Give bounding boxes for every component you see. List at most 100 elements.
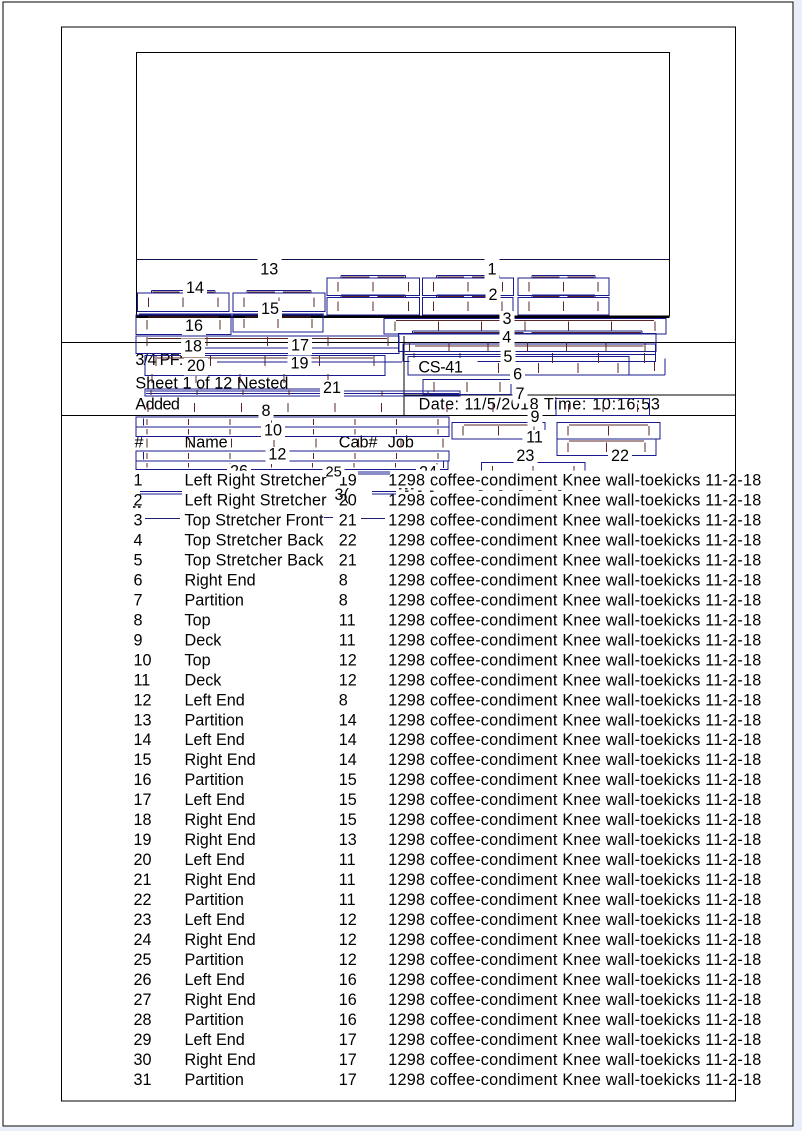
svg-text:20: 20 — [339, 492, 357, 510]
svg-text:17: 17 — [134, 791, 152, 809]
svg-text:Left End: Left End — [185, 791, 245, 809]
svg-text:1298 coffee-condiment Knee wal: 1298 coffee-condiment Knee wall-toekicks… — [388, 951, 761, 969]
svg-text:Top Stretcher Front: Top Stretcher Front — [185, 512, 325, 530]
svg-text:26: 26 — [230, 462, 248, 480]
svg-text:Right End: Right End — [185, 871, 256, 889]
svg-text:Date: 11/5/2018: Date: 11/5/2018 — [419, 395, 539, 413]
svg-text:1298 coffee-condiment Knee wal: 1298 coffee-condiment Knee wall-toekicks… — [388, 871, 761, 889]
svg-text:22: 22 — [134, 891, 152, 909]
svg-text:12: 12 — [339, 911, 357, 929]
svg-text:18: 18 — [134, 811, 152, 829]
svg-text:Deck: Deck — [185, 671, 223, 689]
svg-text:Left End: Left End — [185, 691, 245, 709]
svg-text:3: 3 — [502, 310, 511, 328]
svg-text:Top: Top — [185, 651, 211, 669]
svg-text:11: 11 — [339, 611, 356, 629]
svg-text:1298 coffee-condiment Knee wal: 1298 coffee-condiment Knee wall-toekicks… — [388, 531, 761, 549]
svg-text:27: 27 — [134, 991, 152, 1009]
svg-text:Partition: Partition — [185, 891, 244, 909]
svg-text:1298 coffee-condiment Knee wal: 1298 coffee-condiment Knee wall-toekicks… — [388, 551, 761, 569]
svg-text:22: 22 — [611, 447, 629, 465]
svg-text:Partition: Partition — [185, 1011, 244, 1029]
svg-text:Right End: Right End — [185, 931, 256, 949]
svg-text:1298 coffee-condiment Knee wal: 1298 coffee-condiment Knee wall-toekicks… — [388, 591, 761, 609]
svg-text:11: 11 — [339, 851, 356, 869]
svg-text:17: 17 — [291, 336, 309, 354]
svg-text:3: 3 — [134, 512, 143, 530]
svg-text:26: 26 — [134, 971, 152, 989]
svg-text:1298 coffee-condiment Knee wal: 1298 coffee-condiment Knee wall-toekicks… — [388, 1031, 761, 1049]
svg-text:15: 15 — [261, 300, 279, 318]
svg-text:24: 24 — [134, 931, 152, 949]
svg-text:1298 coffee-condiment Knee wal: 1298 coffee-condiment Knee wall-toekicks… — [388, 492, 761, 510]
svg-text:1298 coffee-condiment Knee wal: 1298 coffee-condiment Knee wall-toekicks… — [388, 512, 761, 530]
svg-text:1298 coffee-condiment Knee wal: 1298 coffee-condiment Knee wall-toekicks… — [388, 831, 761, 849]
svg-text:16: 16 — [134, 771, 152, 789]
svg-text:Right End: Right End — [185, 1051, 256, 1069]
svg-text:Left End: Left End — [185, 911, 245, 929]
svg-text:Left End: Left End — [185, 971, 245, 989]
svg-text:Left End: Left End — [185, 1031, 245, 1049]
svg-text:15: 15 — [339, 791, 357, 809]
svg-text:2: 2 — [134, 492, 143, 510]
svg-text:Partition: Partition — [185, 771, 244, 789]
svg-text:16: 16 — [339, 1011, 357, 1029]
svg-text:Deck: Deck — [185, 631, 223, 649]
svg-text:Partition: Partition — [185, 1071, 244, 1089]
svg-text:8: 8 — [339, 591, 348, 609]
svg-text:10: 10 — [264, 421, 282, 439]
svg-text:1298 coffee-condiment Knee wal: 1298 coffee-condiment Knee wall-toekicks… — [388, 651, 761, 669]
svg-text:21: 21 — [339, 551, 357, 569]
svg-text:Left Right Stretcher: Left Right Stretcher — [185, 492, 328, 510]
svg-text:CS-41: CS-41 — [418, 359, 463, 377]
svg-text:15: 15 — [134, 751, 152, 769]
svg-text:1298 coffee-condiment Knee wal: 1298 coffee-condiment Knee wall-toekicks… — [388, 472, 761, 490]
svg-text:Partition: Partition — [185, 951, 244, 969]
svg-text:8: 8 — [134, 611, 143, 629]
svg-text:19: 19 — [134, 831, 152, 849]
svg-text:12: 12 — [134, 691, 152, 709]
svg-text:Top Stretcher Back: Top Stretcher Back — [185, 531, 325, 549]
svg-text:Sheet 1 of 12 Nested: Sheet 1 of 12 Nested — [135, 375, 288, 393]
svg-text:11: 11 — [339, 631, 356, 649]
svg-text:1298 coffee-condiment Knee wal: 1298 coffee-condiment Knee wall-toekicks… — [388, 771, 761, 789]
svg-text:1298 coffee-condiment Knee wal: 1298 coffee-condiment Knee wall-toekicks… — [388, 671, 761, 689]
svg-text:22: 22 — [339, 531, 357, 549]
svg-text:13: 13 — [260, 260, 278, 278]
svg-text:1298 coffee-condiment Knee wal: 1298 coffee-condiment Knee wall-toekicks… — [388, 991, 761, 1009]
svg-text:29: 29 — [134, 1031, 152, 1049]
svg-text:24: 24 — [419, 463, 437, 481]
svg-text:8: 8 — [339, 571, 348, 589]
svg-text:17: 17 — [339, 1051, 357, 1069]
svg-text:11: 11 — [339, 871, 356, 889]
svg-text:Left End: Left End — [185, 851, 245, 869]
svg-text:9: 9 — [530, 408, 539, 426]
svg-text:Left End: Left End — [185, 731, 245, 749]
svg-text:1298 coffee-condiment Knee wal: 1298 coffee-condiment Knee wall-toekicks… — [388, 731, 761, 749]
svg-text:1298 coffee-condiment Knee wal: 1298 coffee-condiment Knee wall-toekicks… — [388, 751, 761, 769]
svg-text:Right End: Right End — [185, 751, 256, 769]
svg-text:Added: Added — [135, 395, 180, 413]
svg-text:1: 1 — [487, 260, 496, 278]
svg-text:14: 14 — [339, 731, 357, 749]
svg-text:5: 5 — [503, 348, 512, 366]
svg-text:10: 10 — [134, 651, 152, 669]
svg-text:14: 14 — [339, 751, 357, 769]
svg-text:30: 30 — [134, 1051, 152, 1069]
svg-text:4: 4 — [502, 328, 511, 346]
svg-text:Right End: Right End — [185, 831, 256, 849]
svg-text:6: 6 — [513, 366, 522, 384]
svg-text:23: 23 — [134, 911, 152, 929]
svg-text:17: 17 — [339, 1071, 357, 1089]
svg-text:1298 coffee-condiment Knee wal: 1298 coffee-condiment Knee wall-toekicks… — [388, 851, 761, 869]
svg-text:7: 7 — [515, 385, 524, 403]
svg-text:20: 20 — [134, 851, 152, 869]
svg-text:31: 31 — [134, 1071, 152, 1089]
svg-text:12: 12 — [339, 651, 357, 669]
svg-text:16: 16 — [185, 317, 203, 335]
svg-text:3(: 3( — [335, 486, 350, 504]
svg-text:25: 25 — [134, 951, 152, 969]
svg-text:11: 11 — [134, 671, 151, 689]
svg-text:1298 coffee-condiment Knee wal: 1298 coffee-condiment Knee wall-toekicks… — [388, 911, 761, 929]
svg-text:16: 16 — [339, 991, 357, 1009]
